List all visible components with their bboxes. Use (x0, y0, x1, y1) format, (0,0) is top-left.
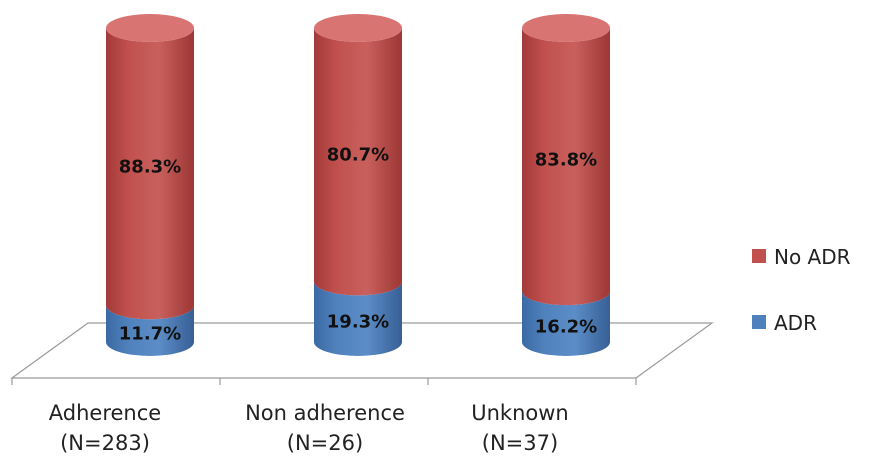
legend-swatch-adr (752, 315, 766, 329)
bar-segment-no-adr (106, 28, 194, 320)
bar-segment-adr (522, 291, 610, 356)
category-label: Unknown (471, 401, 568, 425)
bar-segment-no-adr (522, 28, 610, 306)
data-label: 11.7% (119, 324, 181, 345)
legend-label: No ADR (774, 245, 851, 269)
data-label: 80.7% (327, 145, 389, 166)
bar-segment-adr (106, 305, 194, 356)
bar-top-cap (106, 14, 194, 42)
data-label: 16.2% (535, 317, 597, 338)
data-labels: 11.7% 88.3% 19.3% 80.7% 16.2% 83.8% (119, 145, 597, 345)
legend-label: ADR (774, 311, 817, 335)
data-label: 19.3% (327, 312, 389, 333)
category-label: Adherence (49, 401, 161, 425)
legend: No ADR ADR (752, 245, 851, 335)
category-count-label: (N=26) (287, 431, 363, 455)
category-count-label: (N=37) (482, 431, 558, 455)
bar-segment-no-adr (314, 28, 402, 296)
bar-top-cap (314, 14, 402, 42)
bar-top-cap (522, 14, 610, 42)
data-label: 83.8% (535, 150, 597, 171)
category-count-label: (N=283) (60, 431, 150, 455)
data-label: 88.3% (119, 157, 181, 178)
legend-swatch-no-adr (752, 249, 766, 263)
bar-segment-adr (314, 281, 402, 356)
bars (106, 14, 610, 356)
x-axis-labels: Adherence (N=283) Non adherence (N=26) Unkno… (49, 401, 569, 455)
category-label: Non adherence (245, 401, 405, 425)
